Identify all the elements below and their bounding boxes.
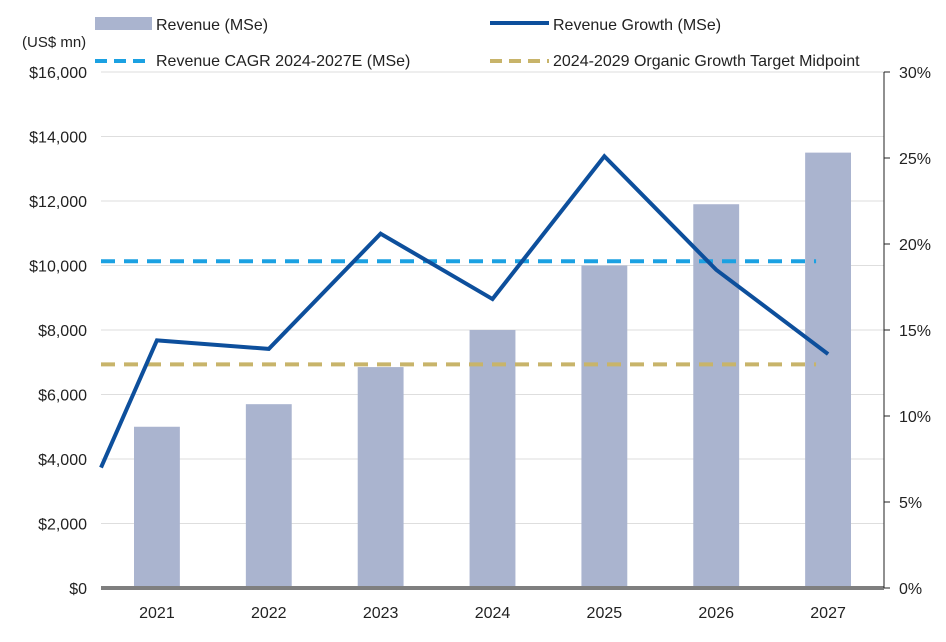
revenue-growth-line <box>99 153 830 469</box>
left-axis-tick-label: $4,000 <box>38 452 87 469</box>
right-axis-tick-label: 0% <box>899 581 922 598</box>
right-axis-tick-label: 15% <box>899 323 931 340</box>
x-axis-tick-label: 2021 <box>139 605 175 622</box>
legend: Revenue (MSe) Revenue Growth (MSe) Revenue… <box>95 17 860 70</box>
revenue-bar <box>581 265 628 588</box>
legend-label: Revenue (MSe) <box>156 17 268 34</box>
right-axis-tick-label: 25% <box>899 151 931 168</box>
x-axis-tick-label: 2027 <box>810 605 846 622</box>
x-axis-tick-label: 2026 <box>698 605 734 622</box>
left-axis-tick-label: $16,000 <box>29 65 87 82</box>
x-axis-tick-label: 2023 <box>363 605 399 622</box>
right-axis-tick-label: 30% <box>899 65 931 82</box>
legend-label: 2024-2029 Organic Growth Target Midpoint <box>553 53 860 70</box>
revenue-bars <box>133 152 852 588</box>
left-axis-tick-label: $6,000 <box>38 388 87 405</box>
legend-label: Revenue CAGR 2024-2027E (MSe) <box>156 53 410 70</box>
growth-line <box>99 153 830 469</box>
y-axis-unit-label: (US$ mn) <box>22 34 86 51</box>
axes: 0% 5% 10% 15% 20% 25% 30% $0 $2,000 $4,000 $6,000 $… <box>29 65 931 622</box>
left-axis-tick-label: $8,000 <box>38 323 87 340</box>
left-axis-tick-label: $10,000 <box>29 259 87 276</box>
revenue-bar <box>469 330 516 588</box>
revenue-bar <box>357 367 404 588</box>
legend-swatch-revenue <box>95 17 152 30</box>
x-axis-tick-label: 2022 <box>251 605 287 622</box>
reference-lines <box>101 259 817 367</box>
revenue-bar <box>133 426 180 588</box>
right-axis-tick-label: 20% <box>899 237 931 254</box>
left-axis-tick-label: $12,000 <box>29 194 87 211</box>
left-axis-tick-label: $0 <box>69 581 87 598</box>
x-axis-tick-label: 2024 <box>475 605 511 622</box>
legend-label: Revenue Growth (MSe) <box>553 17 721 34</box>
left-axis-tick-label: $2,000 <box>38 517 87 534</box>
x-axis-tick-label: 2025 <box>587 605 623 622</box>
left-axis-tick-label: $14,000 <box>29 130 87 147</box>
revenue-bar <box>805 152 852 588</box>
revenue-bar <box>245 404 292 588</box>
right-axis-tick-label: 10% <box>899 409 931 426</box>
right-axis-tick-label: 5% <box>899 495 922 512</box>
